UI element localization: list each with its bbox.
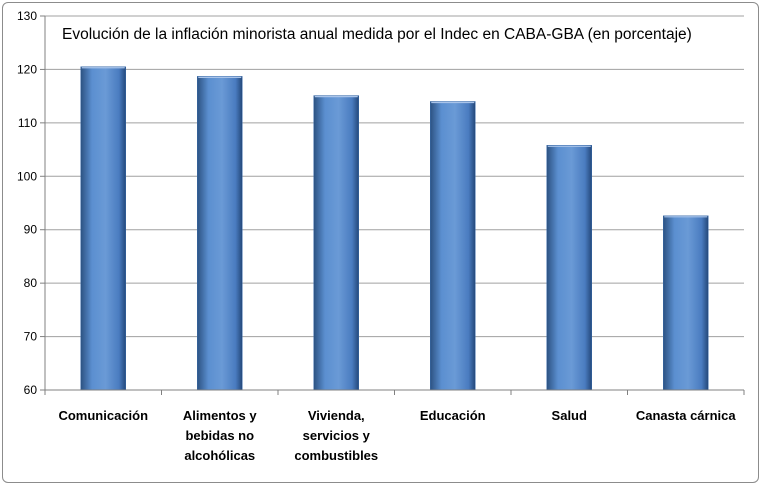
bars (80, 66, 709, 391)
x-category-label: alcohólicas (184, 448, 255, 463)
x-category-label: servicios y (303, 428, 371, 443)
gridlines (45, 15, 744, 338)
bar (197, 76, 243, 391)
x-category-label: Salud (552, 408, 587, 423)
x-category-label: Vivienda, (308, 408, 365, 423)
x-axis-categories: Comunicación Alimentos y bebidas no alcohól… (44, 390, 745, 463)
x-category-label: bebidas no (185, 428, 254, 443)
bar (663, 215, 709, 391)
x-category-label: Alimentos y (183, 408, 257, 423)
x-category-label: Educación (420, 408, 486, 423)
bar (313, 95, 359, 391)
y-tick-label: 120 (17, 62, 37, 76)
bar (80, 66, 126, 391)
x-category-label: combustibles (294, 448, 378, 463)
chart-frame (2, 2, 759, 483)
y-tick-label: 110 (18, 116, 37, 130)
x-category-label: Comunicación (58, 408, 148, 423)
bar (430, 101, 476, 391)
chart-title: Evolución de la inflación minorista anua… (62, 26, 692, 43)
y-tick-label: 70 (24, 330, 38, 344)
y-tick-label: 90 (24, 223, 38, 237)
x-category-label: Canasta cárnica (636, 408, 736, 423)
y-tick-label: 130 (17, 9, 37, 23)
y-axis-ticks: 60 70 80 90 100 110 120 130 (17, 9, 45, 397)
y-tick-label: 100 (17, 169, 37, 183)
y-tick-label: 80 (24, 276, 38, 290)
bar (546, 145, 592, 391)
y-tick-label: 60 (24, 383, 38, 397)
